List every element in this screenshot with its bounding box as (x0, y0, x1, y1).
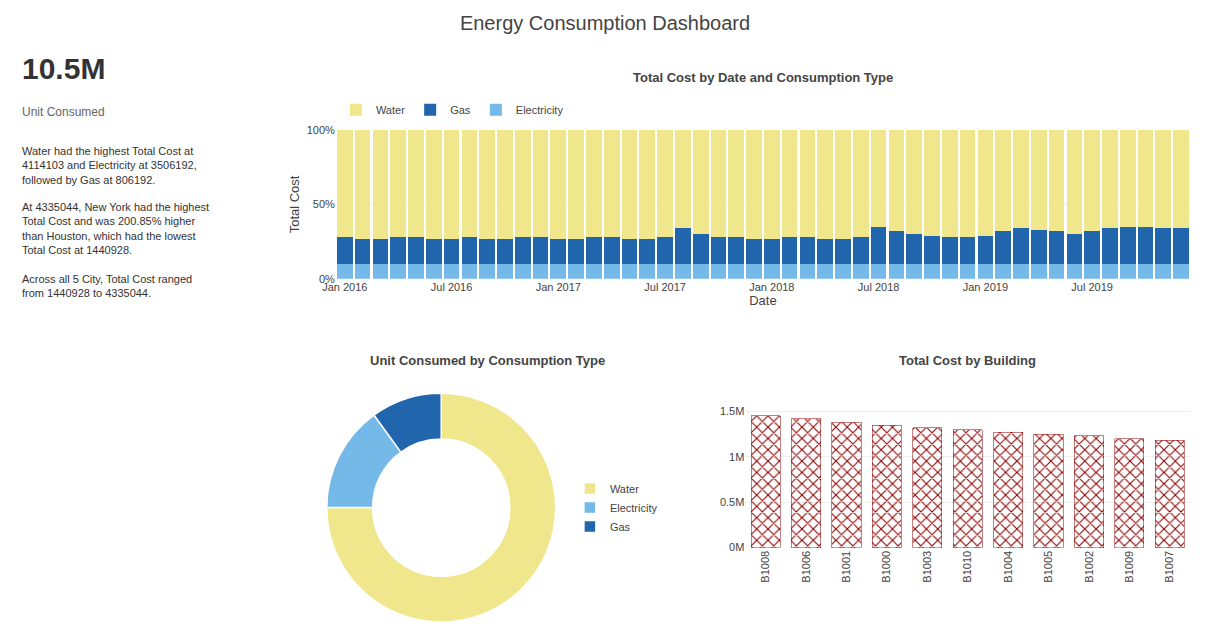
svg-text:Jan 2018: Jan 2018 (749, 281, 794, 293)
svg-text:1M: 1M (729, 451, 744, 463)
svg-text:Jul 2017: Jul 2017 (644, 281, 686, 293)
svg-text:B1001: B1001 (840, 551, 852, 583)
svg-text:Total Cost by Building: Total Cost by Building (899, 353, 1036, 368)
svg-text:Across all 5 City, Total Cost: Across all 5 City, Total Cost rangedfrom… (22, 273, 192, 299)
svg-text:Water had the highest Total Co: Water had the highest Total Cost at41141… (22, 145, 197, 186)
svg-text:B1000: B1000 (880, 551, 892, 583)
svg-text:Gas: Gas (610, 521, 631, 533)
svg-text:B1002: B1002 (1083, 551, 1095, 583)
svg-text:Gas: Gas (450, 104, 471, 116)
svg-text:Total Cost by Date and Consump: Total Cost by Date and Consumption Type (633, 70, 893, 85)
svg-text:1.5M: 1.5M (720, 405, 744, 417)
svg-text:Total Cost: Total Cost (287, 175, 302, 233)
svg-text:Date: Date (749, 293, 776, 308)
svg-text:Water: Water (376, 104, 405, 116)
svg-text:B1009: B1009 (1123, 551, 1135, 583)
svg-text:B1010: B1010 (961, 551, 973, 583)
svg-text:Electricity: Electricity (516, 104, 564, 116)
svg-text:Electricity: Electricity (610, 502, 658, 514)
svg-text:Energy Consumption Dashboard: Energy Consumption Dashboard (460, 12, 750, 34)
svg-text:B1003: B1003 (921, 551, 933, 583)
svg-text:Jan 2017: Jan 2017 (536, 281, 581, 293)
svg-text:Jan 2019: Jan 2019 (963, 281, 1008, 293)
svg-text:50%: 50% (313, 198, 335, 210)
svg-text:100%: 100% (307, 124, 335, 136)
svg-text:B1008: B1008 (759, 551, 771, 583)
svg-text:Unit Consumed: Unit Consumed (22, 105, 105, 119)
svg-text:At 4335044, New York had the h: At 4335044, New York had the highestTota… (22, 201, 209, 256)
svg-text:Jul 2019: Jul 2019 (1071, 281, 1113, 293)
svg-text:Water: Water (610, 483, 639, 495)
svg-text:Jul 2018: Jul 2018 (858, 281, 900, 293)
svg-text:Jul 2016: Jul 2016 (431, 281, 473, 293)
svg-text:B1004: B1004 (1002, 551, 1014, 583)
svg-text:10.5M: 10.5M (22, 52, 105, 85)
svg-text:Jan 2016: Jan 2016 (322, 281, 367, 293)
svg-text:Unit Consumed by Consumption T: Unit Consumed by Consumption Type (370, 353, 605, 368)
svg-text:0%: 0% (319, 273, 335, 285)
svg-text:B1006: B1006 (800, 551, 812, 583)
svg-text:B1007: B1007 (1163, 551, 1175, 583)
svg-text:0M: 0M (729, 541, 744, 553)
svg-text:B1005: B1005 (1042, 551, 1054, 583)
svg-text:0.5M: 0.5M (720, 496, 744, 508)
